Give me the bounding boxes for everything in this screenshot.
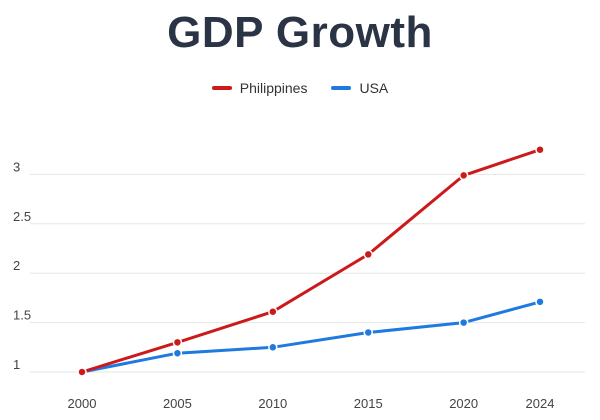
x-tick-label: 2010: [258, 396, 287, 411]
y-tick-label: 2: [13, 258, 20, 273]
x-tick-label: 2015: [354, 396, 383, 411]
data-point-philippines: [458, 170, 469, 181]
data-point-philippines: [363, 249, 373, 260]
x-tick-label: 2005: [163, 396, 192, 411]
data-point-philippines: [268, 306, 278, 317]
series-line-usa: [80, 300, 542, 374]
legend-swatch-philippines: [211, 86, 232, 90]
x-tick-label: 2020: [449, 396, 478, 411]
series-line-philippines: [80, 148, 542, 374]
data-point-philippines: [535, 144, 545, 155]
data-point-usa: [458, 317, 469, 328]
legend-label-philippines: Philippines: [239, 80, 308, 96]
y-tick-label: 2.5: [13, 209, 31, 224]
y-tick-label: 3: [13, 159, 20, 174]
legend-swatch-usa: [331, 86, 352, 90]
y-tick-label: 1.5: [13, 308, 31, 323]
data-point-philippines: [172, 337, 183, 348]
x-tick-label: 2000: [68, 396, 97, 411]
data-point-usa: [268, 342, 278, 353]
chart-title: GDP Growth: [167, 8, 433, 57]
legend-item-philippines: Philippines: [211, 80, 308, 96]
x-tick-label: 2024: [526, 396, 555, 411]
data-point-usa: [172, 348, 183, 358]
data-point-philippines: [77, 367, 87, 377]
data-point-usa: [363, 327, 373, 338]
legend-label-usa: USA: [359, 80, 389, 96]
data-point-usa: [535, 297, 545, 307]
legend-item-usa: USA: [331, 80, 388, 96]
chart-legend: Philippines USA: [0, 80, 600, 96]
y-tick-label: 1: [13, 357, 20, 372]
